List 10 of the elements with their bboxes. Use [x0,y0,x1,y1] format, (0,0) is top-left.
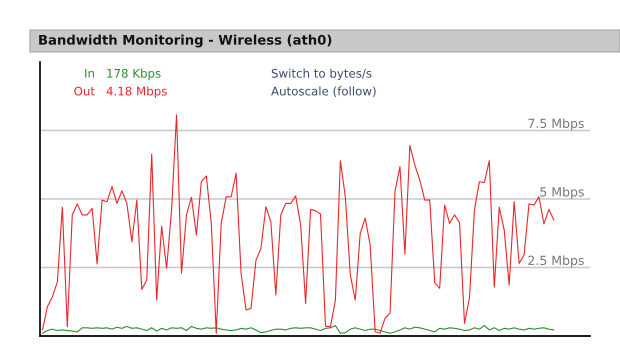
chart-title: Bandwidth Monitoring - Wireless (ath0) [39,34,332,48]
annotation: Switch to bytes/s [272,68,372,80]
annotation: 4.18 Mbps [106,86,167,98]
y-tick-label: 2.5 Mbps [528,255,584,268]
annotation: Autoscale (follow) [271,86,376,97]
annotation: 178 Kbps [107,68,161,80]
y-tick-label: 7.5 Mbps [528,118,584,130]
text: Out [74,86,95,96]
y-tick-label: 5 Mbps [540,186,584,199]
text: In [85,68,94,78]
